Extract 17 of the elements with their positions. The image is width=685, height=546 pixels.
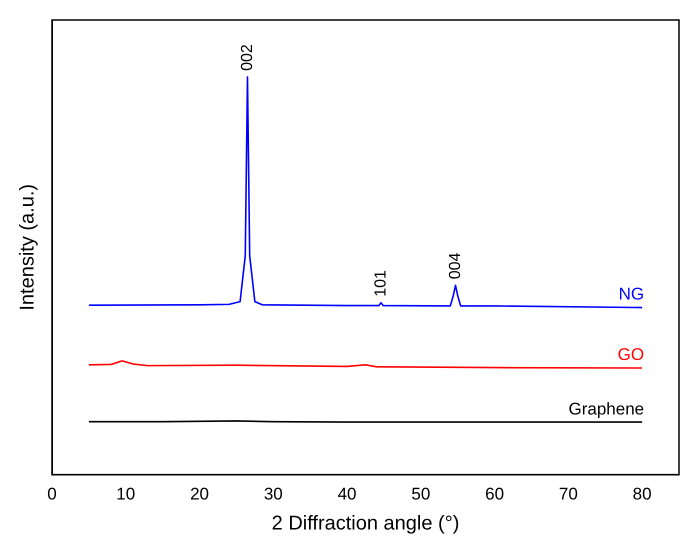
x-axis-title: 2 Diffraction angle (°) — [272, 512, 460, 535]
x-tick-label: 50 — [411, 484, 430, 504]
x-tick-label: 80 — [632, 484, 652, 504]
annotation: 004 — [446, 252, 464, 280]
x-tick-label: 40 — [338, 484, 357, 504]
x-tick-label: 10 — [116, 484, 136, 504]
series-label: Graphene — [568, 399, 644, 418]
x-tick-label: 70 — [558, 484, 578, 504]
y-axis-title: Intensity (a.u.) — [16, 184, 39, 311]
x-tick-label: 60 — [485, 484, 504, 504]
x-tick-label: 30 — [264, 484, 283, 504]
annotation: 101 — [372, 270, 390, 297]
annotation: 002 — [238, 44, 256, 71]
x-tick-label: 0 — [47, 484, 57, 504]
series-label: GO — [618, 345, 644, 364]
series-label: NG — [618, 284, 644, 304]
x-tick-label: 20 — [190, 484, 209, 504]
